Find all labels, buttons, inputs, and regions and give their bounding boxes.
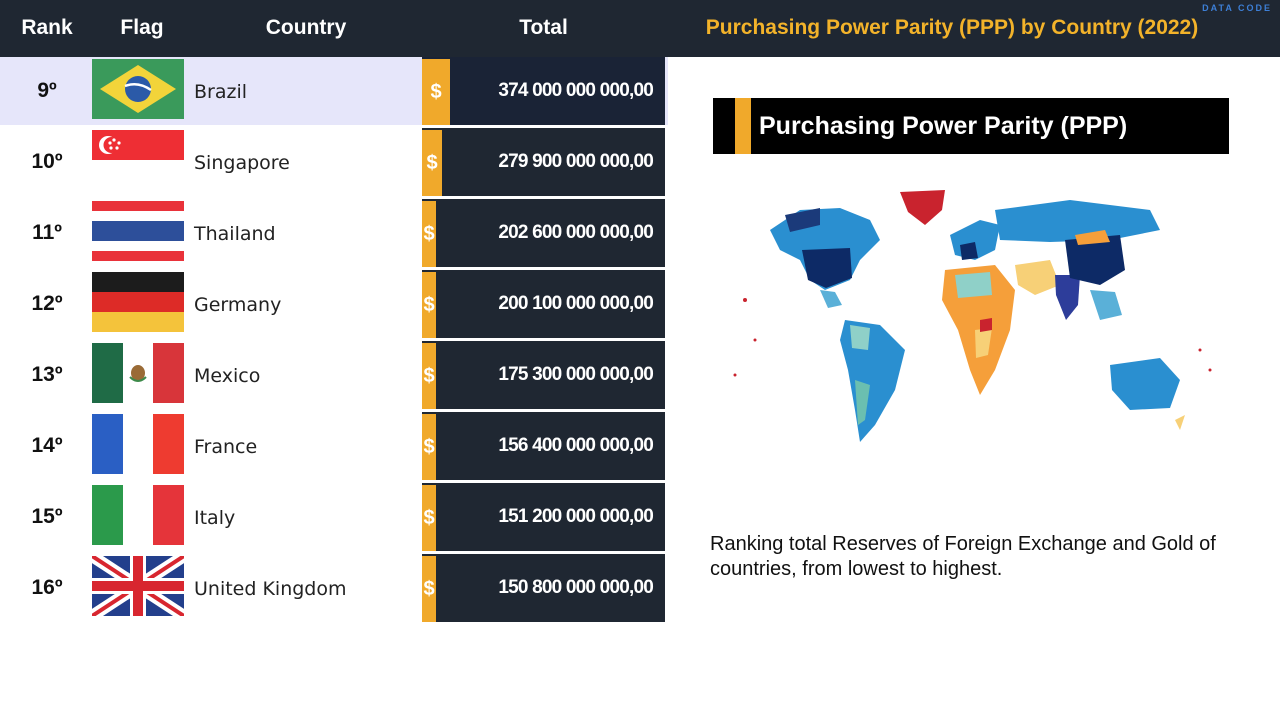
total-value: 202 600 000 000,00: [498, 222, 653, 243]
thailand-flag-icon: [92, 201, 184, 261]
country-name: Thailand: [194, 223, 276, 245]
country-name: Brazil: [194, 81, 248, 103]
rank-cell: 11º: [32, 221, 62, 244]
country-name: France: [194, 436, 258, 458]
rank-cell: 13º: [31, 363, 63, 386]
rank-cell: 15º: [31, 505, 63, 528]
table-row: 11º Thailand $ 202 600 000 000,00: [0, 199, 668, 267]
country-column-header: Country: [265, 16, 347, 39]
dollar-icon: $: [422, 485, 436, 551]
table-row: 10º Singapore $ 279 900 000 000,00: [0, 128, 668, 196]
rank-cell: 16º: [31, 576, 63, 599]
country-name: Singapore: [194, 152, 290, 174]
country-name: United Kingdom: [194, 578, 347, 600]
mexico-flag-icon: [92, 343, 184, 403]
banner-accent-bar: [735, 98, 751, 154]
dollar-icon: $: [422, 556, 436, 622]
table-row: 14º France $ 156 400 000 000,00: [0, 412, 668, 480]
country-name: Mexico: [194, 365, 261, 387]
brazil-flag-icon: [92, 59, 184, 119]
rank-cell: 10º: [31, 150, 63, 173]
world-map-image: [733, 190, 1212, 442]
table-row: 12º Germany $ 200 100 000 000,00: [0, 270, 668, 338]
dollar-icon: $: [422, 343, 436, 409]
total-value: 151 200 000 000,00: [498, 506, 653, 527]
total-cell: $ 150 800 000 000,00: [422, 554, 665, 622]
rank-cell: 14º: [31, 434, 63, 457]
italy-flag-icon: [92, 485, 184, 545]
dollar-icon: $: [422, 201, 436, 267]
rank-cell: 12º: [31, 292, 63, 315]
table-row: 9º Brazil $ 374 000 000 000,00: [0, 57, 668, 125]
table-row: 16º United Kingdom $ 150 800 000 000,00: [0, 554, 668, 622]
dollar-icon: $: [422, 272, 436, 338]
total-cell: $ 156 400 000 000,00: [422, 412, 665, 480]
total-value: 175 300 000 000,00: [498, 364, 653, 385]
total-column-header: Total: [519, 16, 568, 39]
rank-cell: 9º: [37, 79, 57, 102]
table-row: 15º Italy $ 151 200 000 000,00: [0, 483, 668, 551]
total-cell: $ 202 600 000 000,00: [422, 199, 665, 267]
france-flag-icon: [92, 414, 184, 474]
dollar-icon: $: [422, 414, 436, 480]
flag-column-header: Flag: [120, 16, 164, 39]
singapore-flag-icon: [92, 130, 184, 190]
total-cell: $ 200 100 000 000,00: [422, 270, 665, 338]
germany-flag-icon: [92, 272, 184, 332]
united-kingdom-flag-icon: [92, 556, 184, 616]
dollar-icon: $: [422, 59, 450, 125]
country-name: Italy: [194, 507, 236, 529]
banner-title: Purchasing Power Parity (PPP): [759, 112, 1128, 140]
total-cell: $ 374 000 000 000,00: [422, 57, 665, 125]
table-header: Rank Flag Country Total Purchasing Power…: [0, 0, 1280, 57]
total-value: 156 400 000 000,00: [498, 435, 653, 456]
page-title: Purchasing Power Parity (PPP) by Country…: [705, 16, 1199, 39]
table-row: 13º Mexico $ 175 300 000 000,00: [0, 341, 668, 409]
country-name: Germany: [194, 294, 282, 316]
brand-logo: DATA CODE: [1202, 3, 1272, 13]
total-value: 150 800 000 000,00: [498, 577, 653, 598]
total-value: 374 000 000 000,00: [498, 80, 653, 101]
total-cell: $ 175 300 000 000,00: [422, 341, 665, 409]
total-cell: $ 279 900 000 000,00: [422, 128, 665, 196]
rank-column-header: Rank: [21, 16, 73, 39]
dollar-icon: $: [422, 130, 442, 196]
total-cell: $ 151 200 000 000,00: [422, 483, 665, 551]
description-text: Ranking total Reserves of Foreign Exchan…: [710, 533, 1216, 580]
ppp-banner: Purchasing Power Parity (PPP): [713, 98, 1229, 154]
total-value: 200 100 000 000,00: [498, 293, 653, 314]
total-value: 279 900 000 000,00: [498, 151, 653, 172]
